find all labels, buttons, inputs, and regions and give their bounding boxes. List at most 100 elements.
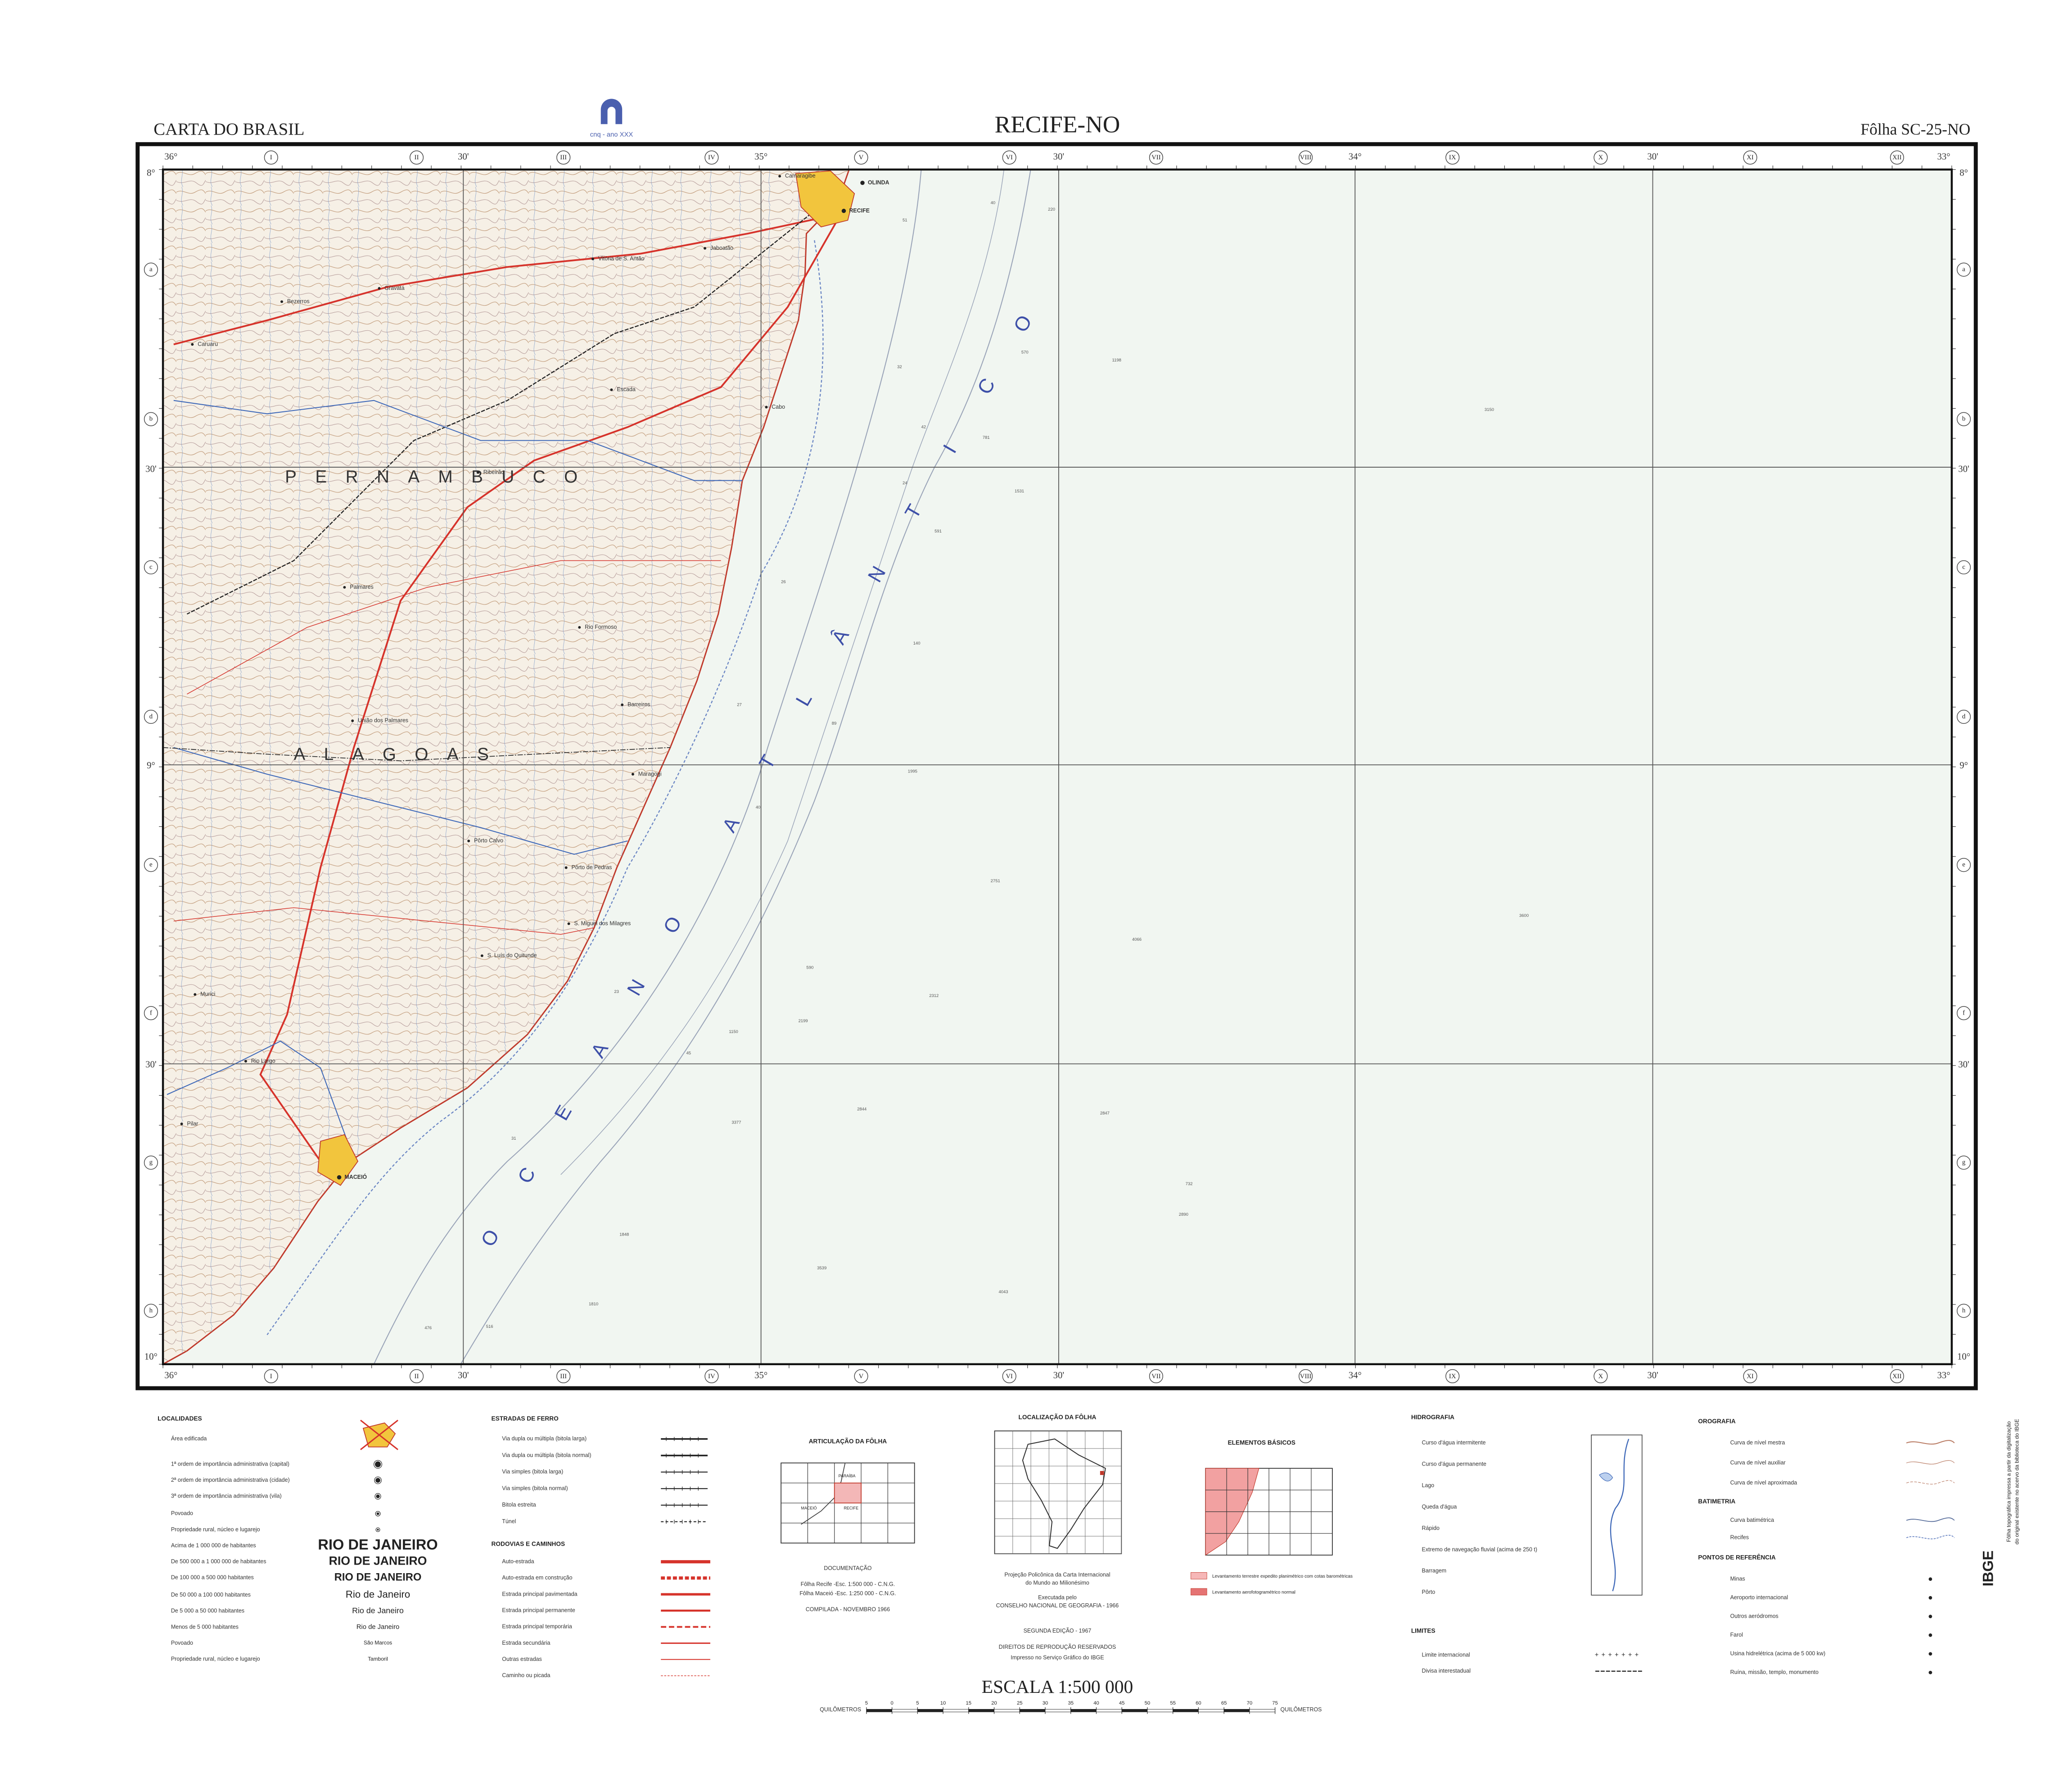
legend-item: Rápido (1422, 1525, 1440, 1531)
place-symbol (476, 471, 479, 474)
depth-sounding: 476 (424, 1326, 432, 1331)
column-label: IV (708, 154, 715, 161)
place-symbol (567, 922, 570, 925)
longitude-label: 35° (754, 152, 767, 162)
place-name: S. Luís do Quitunde (488, 952, 537, 959)
scale-segment (866, 1709, 893, 1712)
road (173, 907, 595, 935)
depth-sounding: 26 (781, 579, 786, 584)
depth-sounding: 1150 (729, 1029, 738, 1034)
isobath (373, 169, 922, 1364)
column-label: VII (1151, 1373, 1161, 1380)
legend-sample: RIO DE JANEIRO (329, 1554, 427, 1568)
legend-item: 1ª ordem de importância administrativa (… (171, 1461, 289, 1467)
row-label: h (149, 1307, 153, 1314)
isobath (460, 169, 1031, 1364)
road (173, 212, 841, 345)
legend-item: Caminho ou picada (502, 1672, 550, 1678)
legend-item: Levantamento terrestre expedito planimét… (1212, 1574, 1353, 1579)
column-label: V (859, 1373, 864, 1380)
place-symbol (343, 586, 346, 589)
column-label: IV (708, 1373, 715, 1380)
longitude-label: 36° (164, 152, 177, 162)
place-symbol (337, 1175, 342, 1180)
legend-item: Farol (1730, 1632, 1743, 1638)
column-marker (1149, 1369, 1163, 1384)
depth-sounding: 781 (983, 435, 990, 440)
place-symbol (778, 175, 781, 178)
depth-sounding: 516 (486, 1324, 493, 1329)
scale-tick-label: 60 (1196, 1701, 1201, 1706)
place-symbol (631, 773, 634, 776)
logo-text: cnq - ano XXX (590, 131, 633, 138)
scale-unit: QUILÔMETROS (820, 1706, 861, 1713)
row-label: d (1962, 713, 1966, 720)
ibge-note: do original existente no acervo da bibli… (2013, 1419, 2020, 1544)
column-marker (1890, 1369, 1904, 1384)
place-symbol (578, 626, 581, 629)
legend-item: Aeroporto internacional (1730, 1594, 1788, 1601)
ibge-logo: IBGE (1980, 1551, 1996, 1587)
relief-texture (163, 169, 849, 1364)
legend-sample: Rio de Janeiro (352, 1606, 404, 1615)
row-label: c (1962, 564, 1965, 571)
legend-title: ARTICULAÇÃO DA FÔLHA (809, 1438, 887, 1444)
reef-line (266, 240, 824, 1335)
depth-sounding: 1810 (589, 1302, 598, 1307)
row-marker (144, 1304, 158, 1318)
place-symbol (860, 180, 865, 185)
depth-sounding: 1198 (1112, 358, 1121, 363)
row-marker (1956, 709, 1971, 724)
row-marker (1956, 858, 1971, 872)
legend-item: Impresso no Serviço Gráfico do IBGE (1011, 1654, 1104, 1660)
scale-unit: QUILÔMETROS (1280, 1706, 1322, 1713)
symbol-bathymetry (1906, 1534, 1955, 1539)
column-marker (1149, 150, 1163, 165)
scale-tick-label: 5 (916, 1701, 919, 1706)
legend-item: Propriedade rural, núcleo e lugarejo (171, 1526, 260, 1533)
depth-sounding: 2751 (991, 879, 1000, 884)
depth-sounding: 23 (614, 989, 619, 994)
depth-sounding: 2890 (1179, 1212, 1188, 1217)
symbol-bathymetry (1906, 1517, 1955, 1522)
symbol-locality (377, 1529, 379, 1531)
row-label: g (1962, 1159, 1966, 1166)
place-name: Maragogi (638, 771, 662, 777)
depth-sounding: 591 (934, 529, 942, 534)
symbol-contour (1906, 1460, 1955, 1465)
legend-item: Projeção Policônica da Carta Internacion… (1004, 1572, 1110, 1578)
depth-sounding: 89 (832, 721, 837, 726)
depth-sounding: 2312 (929, 993, 939, 998)
column-marker (1445, 1369, 1460, 1384)
column-marker (1890, 150, 1904, 165)
place-name: RECIFE (849, 208, 870, 214)
column-label: V (859, 154, 864, 161)
row-label: e (149, 861, 153, 868)
column-marker (264, 150, 278, 165)
row-marker (144, 858, 158, 872)
row-marker (1956, 1155, 1971, 1170)
scale-segment (1147, 1709, 1174, 1712)
scale-tick-label: 30 (1043, 1701, 1048, 1706)
place-name: Pôrto Calvo (474, 838, 503, 844)
legend-title: LOCALIZAÇÃO DA FÔLHA (1019, 1414, 1097, 1421)
legend-item: Estrada principal pavimentada (502, 1591, 577, 1597)
latitude-label: 9° (1959, 761, 1968, 771)
legend-sample: Rio de Janeiro (357, 1624, 400, 1631)
column-marker (1002, 150, 1016, 165)
place-symbol (191, 343, 194, 346)
column-label: XII (1892, 154, 1902, 161)
column-label: I (270, 154, 272, 161)
column-marker (556, 150, 571, 165)
symbol-reference (1928, 1670, 1932, 1674)
location-graticule (994, 1430, 1122, 1554)
legend-item: SEGUNDA EDIÇÃO - 1967 (1024, 1628, 1092, 1634)
urban-area (317, 1134, 359, 1186)
column-label: IX (1449, 154, 1456, 161)
scale-tick-label: 45 (1119, 1701, 1125, 1706)
legend-item: do Mundo ao Milionésimo (1025, 1579, 1089, 1586)
legend-item: Lago (1422, 1482, 1435, 1489)
state-name: PERNAMBUCO (285, 467, 596, 487)
legend-item: Via dupla ou múltipla (bitola normal) (502, 1452, 591, 1458)
scale-tick-label: 20 (991, 1701, 997, 1706)
